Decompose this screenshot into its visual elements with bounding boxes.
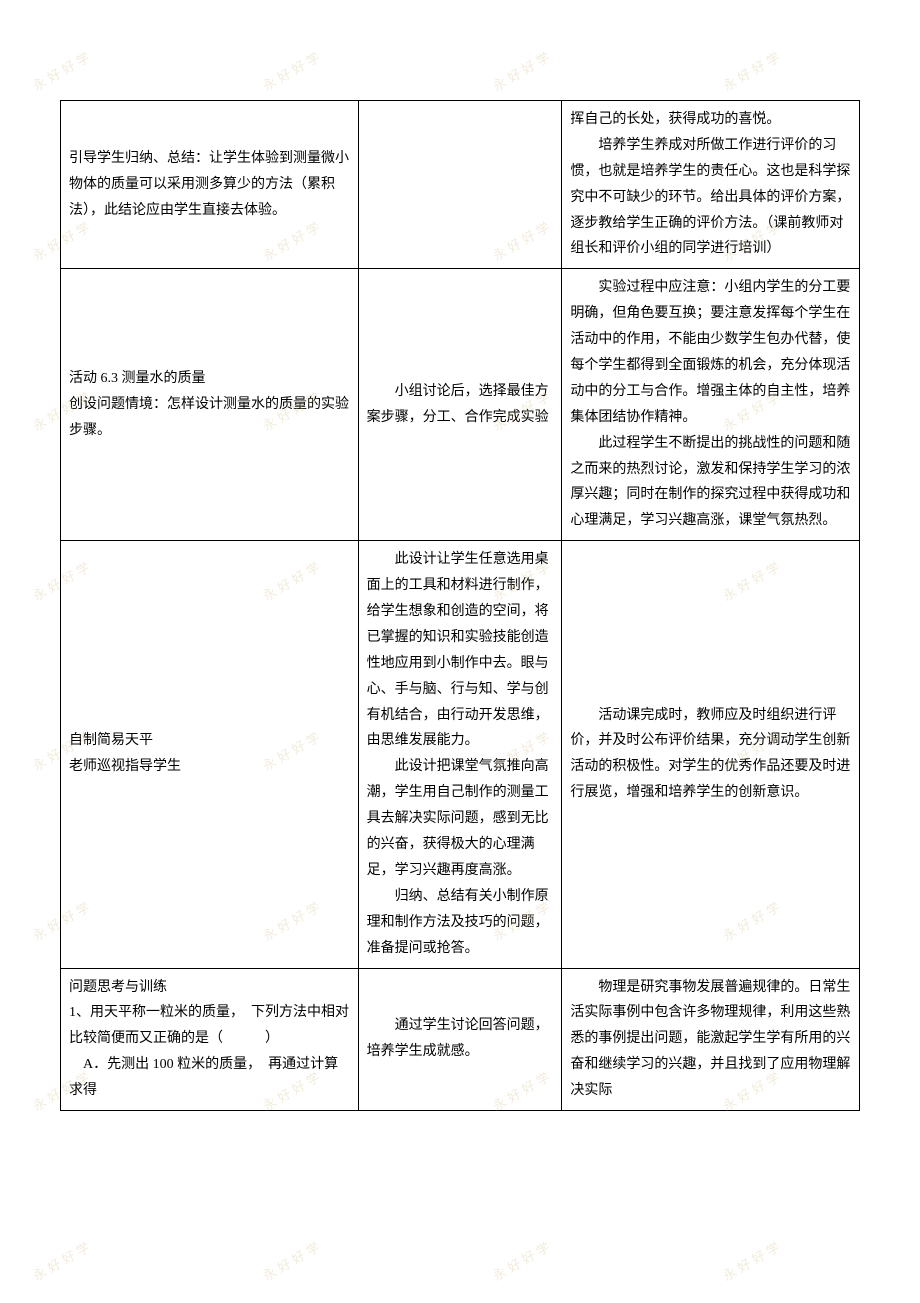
cell-text: 引导学生归纳、总结：让学生体验到测量微小物体的质量可以采用测多算少的方法（累积法… [69,146,350,224]
cell-text: 活动 6.3 测量水的质量 [69,366,350,392]
cell-student-activity: 此设计让学生任意选用桌面上的工具和材料进行制作，给学生想象和创造的空间，将已掌握… [358,541,562,968]
cell-teacher-activity: 问题思考与训练 1、用天平称一粒米的质量， 下列方法中相对比较简便而又正确的是（… [61,968,359,1110]
lesson-table: 引导学生归纳、总结：让学生体验到测量微小物体的质量可以采用测多算少的方法（累积法… [60,100,860,1111]
watermark: 永 好 好 学 [258,46,324,98]
watermark: 永 好 好 学 [258,1236,324,1288]
watermark: 永 好 好 学 [488,46,554,98]
cell-text: 此过程学生不断提出的挑战性的问题和随之而来的热烈讨论，激发和保持学生学习的浓厚兴… [570,431,851,535]
cell-text: 创设问题情境：怎样设计测量水的质量的实验步骤。 [69,392,350,444]
cell-text: 挥自己的长处，获得成功的喜悦。 [570,107,851,133]
cell-text: 老师巡视指导学生 [69,754,350,780]
watermark: 永 好 好 学 [28,46,94,98]
cell-text: 自制简易天平 [69,728,350,754]
cell-text: 归纳、总结有关小制作原理和制作方法及技巧的问题，准备提问或抢答。 [367,884,554,962]
cell-design-intent: 物理是研究事物发展普遍规律的。日常生活实际事例中包含许多物理规律，利用这些熟悉的… [562,968,860,1110]
table-row: 引导学生归纳、总结：让学生体验到测量微小物体的质量可以采用测多算少的方法（累积法… [61,101,860,269]
watermark: 永 好 好 学 [28,1236,94,1288]
cell-text: 实验过程中应注意：小组内学生的分工要明确，但角色要互换；要注意发挥每个学生在活动… [570,275,851,430]
cell-text: 物理是研究事物发展普遍规律的。日常生活实际事例中包含许多物理规律，利用这些熟悉的… [570,975,851,1104]
cell-text: 此设计把课堂气氛推向高潮，学生用自己制作的测量工具去解决实际问题，感到无比的兴奋… [367,754,554,883]
cell-student-activity: 通过学生讨论回答问题，培养学生成就感。 [358,968,562,1110]
cell-text: 通过学生讨论回答问题，培养学生成就感。 [367,1013,554,1065]
cell-text: 培养学生养成对所做工作进行评价的习惯，也就是培养学生的责任心。这也是科学探究中不… [570,133,851,262]
table-row: 活动 6.3 测量水的质量 创设问题情境：怎样设计测量水的质量的实验步骤。 小组… [61,269,860,541]
cell-text: 小组讨论后，选择最佳方案步骤，分工、合作完成实验 [367,379,554,431]
cell-teacher-activity: 活动 6.3 测量水的质量 创设问题情境：怎样设计测量水的质量的实验步骤。 [61,269,359,541]
cell-teacher-activity: 自制简易天平 老师巡视指导学生 [61,541,359,968]
cell-text: 活动课完成时，教师应及时组织进行评价，并及时公布评价结果，充分调动学生创新活动的… [570,703,851,807]
cell-student-activity [358,101,562,269]
cell-design-intent: 挥自己的长处，获得成功的喜悦。 培养学生养成对所做工作进行评价的习惯，也就是培养… [562,101,860,269]
cell-design-intent: 实验过程中应注意：小组内学生的分工要明确，但角色要互换；要注意发挥每个学生在活动… [562,269,860,541]
watermark: 永 好 好 学 [718,46,784,98]
watermark: 永 好 好 学 [488,1236,554,1288]
table-row: 自制简易天平 老师巡视指导学生 此设计让学生任意选用桌面上的工具和材料进行制作，… [61,541,860,968]
table-row: 问题思考与训练 1、用天平称一粒米的质量， 下列方法中相对比较简便而又正确的是（… [61,968,860,1110]
cell-text: A．先测出 100 粒米的质量， 再通过计算求得 [69,1052,350,1104]
cell-text: 1、用天平称一粒米的质量， 下列方法中相对比较简便而又正确的是（ ） [69,1000,350,1052]
watermark: 永 好 好 学 [718,1236,784,1288]
cell-text: 此设计让学生任意选用桌面上的工具和材料进行制作，给学生想象和创造的空间，将已掌握… [367,547,554,754]
cell-text: 问题思考与训练 [69,975,350,1001]
cell-student-activity: 小组讨论后，选择最佳方案步骤，分工、合作完成实验 [358,269,562,541]
cell-design-intent: 活动课完成时，教师应及时组织进行评价，并及时公布评价结果，充分调动学生创新活动的… [562,541,860,968]
document-page: 永 好 好 学 永 好 好 学 永 好 好 学 永 好 好 学 永 好 好 学 … [0,0,920,1151]
cell-teacher-activity: 引导学生归纳、总结：让学生体验到测量微小物体的质量可以采用测多算少的方法（累积法… [61,101,359,269]
